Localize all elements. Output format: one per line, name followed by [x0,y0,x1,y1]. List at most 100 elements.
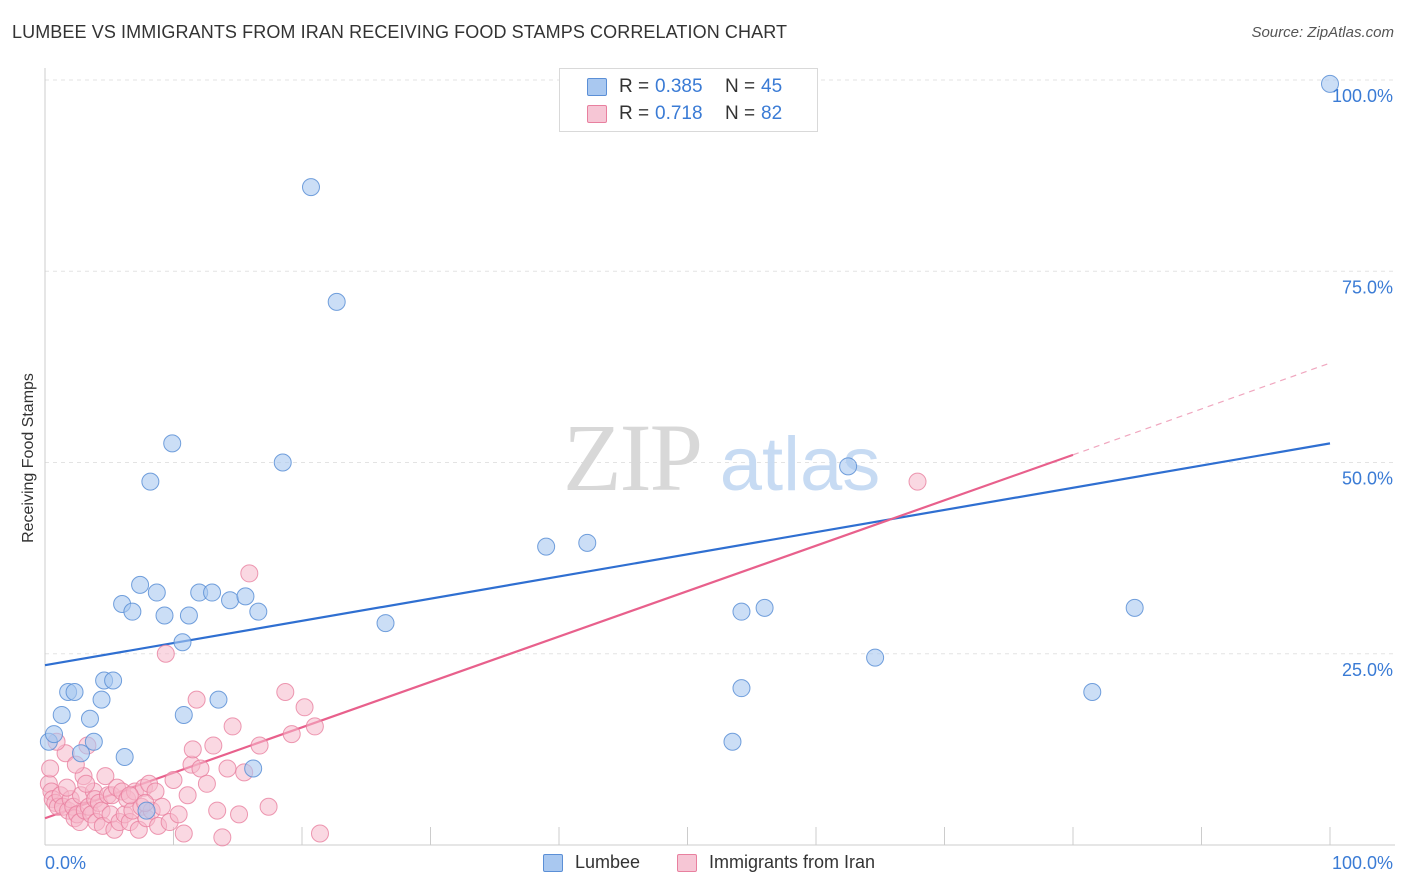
data-point-lumbee [44,725,63,744]
x-tick-labels: 0.0% 100.0% [45,853,1393,873]
r-label: R = [619,103,650,124]
data-point-lumbee [131,575,150,594]
trend-line-iran-extension [1072,362,1331,456]
data-point-iran [310,824,329,843]
x-tick-label: 100.0% [1332,853,1393,873]
data-point-iran [96,767,115,786]
r-value-lumbee: 0.385 [655,76,703,97]
data-point-lumbee [174,705,193,724]
source-label: Source: ZipAtlas.com [1251,24,1394,41]
lumbee-swatch [543,853,563,872]
data-point-iran [191,759,210,778]
legend-row-iran: R = 0.718 N = 82 [560,100,782,128]
watermark: ZIP atlas [563,404,880,511]
data-point-lumbee [537,537,556,556]
data-point-iran [223,717,242,736]
data-point-iran [197,774,216,793]
data-point-lumbee [84,732,103,751]
data-point-iran [908,472,927,491]
data-point-lumbee [65,683,84,701]
chart-title: LUMBEE VS IMMIGRANTS FROM IRAN RECEIVING… [12,22,788,42]
data-point-iran [120,786,139,805]
data-point-iran [218,759,237,778]
data-point-iran [169,805,188,824]
data-point-iran [174,824,193,843]
data-point-lumbee [866,648,885,667]
data-point-iran [41,759,60,778]
y-tick-label: 50.0% [1342,469,1393,489]
data-point-lumbee [203,583,222,602]
correlation-legend: R = 0.385 N = 45 R = 0.718 N = 82 [559,68,818,132]
series-legend: Lumbee Immigrants from Iran [0,852,1406,876]
data-point-lumbee [732,602,751,621]
legend-item-lumbee[interactable]: Lumbee [543,852,640,873]
trend-line-lumbee [44,442,1331,667]
legend-row-lumbee: R = 0.385 N = 45 [560,73,782,101]
data-point-iran [305,717,324,736]
data-point-iran [295,698,314,717]
y-tick-label: 100.0% [1332,86,1393,106]
data-point-iran [156,644,175,663]
data-point-lumbee [141,472,160,491]
data-point-lumbee [236,587,255,606]
data-point-lumbee [1083,683,1102,701]
data-point-lumbee [723,732,742,751]
data-point-lumbee [327,292,346,311]
data-point-lumbee [147,583,166,602]
iran-swatch [677,853,697,872]
data-point-lumbee [376,614,395,633]
data-point-lumbee [732,679,751,698]
legend-label-iran: Immigrants from Iran [709,852,876,872]
data-point-lumbee [578,533,597,552]
data-point-lumbee [249,602,268,621]
y-tick-label: 75.0% [1342,277,1393,297]
y-tick-label: 25.0% [1342,660,1393,680]
r-value-iran: 0.718 [655,103,703,124]
data-point-iran [77,774,96,793]
series-lumbee-points [39,74,1339,820]
n-label: N = [725,103,756,124]
data-point-iran [204,736,223,755]
data-point-iran [57,778,76,797]
data-point-iran [208,801,227,820]
data-point-iran [164,770,183,789]
axes [44,68,1395,846]
data-point-lumbee [71,744,90,763]
data-point-lumbee [273,453,292,472]
data-point-lumbee [123,602,142,621]
n-label: N = [725,76,756,97]
trend-line-iran [44,362,1331,820]
data-point-lumbee [92,690,111,709]
data-point-lumbee [301,178,320,197]
data-point-lumbee [80,709,99,728]
data-point-iran [183,740,202,759]
data-point-iran [187,690,206,709]
r-label: R = [619,76,650,97]
trend-line-iran-segment [44,453,1074,820]
data-point-lumbee [839,457,858,476]
data-point-lumbee [115,748,134,767]
data-point-iran [152,797,171,816]
y-tick-labels: 25.0% 50.0% 75.0% 100.0% [1332,86,1393,680]
data-point-lumbee [221,591,240,610]
data-point-lumbee [755,598,774,617]
data-point-iran [240,564,259,583]
data-point-lumbee [209,690,228,709]
data-point-iran [276,683,295,701]
data-point-lumbee [244,759,263,778]
data-point-iran [282,725,301,744]
data-point-iran [213,828,232,847]
data-point-iran [230,805,249,824]
data-point-lumbee [173,633,192,652]
legend-item-iran[interactable]: Immigrants from Iran [677,852,875,873]
data-point-iran [178,786,197,805]
data-point-lumbee [137,801,156,820]
legend-label-lumbee: Lumbee [575,852,641,872]
n-value-iran: 82 [761,103,783,124]
data-point-lumbee [179,606,198,625]
x-tick-label: 0.0% [45,853,86,873]
iran-swatch [587,105,607,123]
data-point-iran [250,736,269,755]
series-iran-points [39,472,927,847]
lumbee-swatch [587,78,607,96]
